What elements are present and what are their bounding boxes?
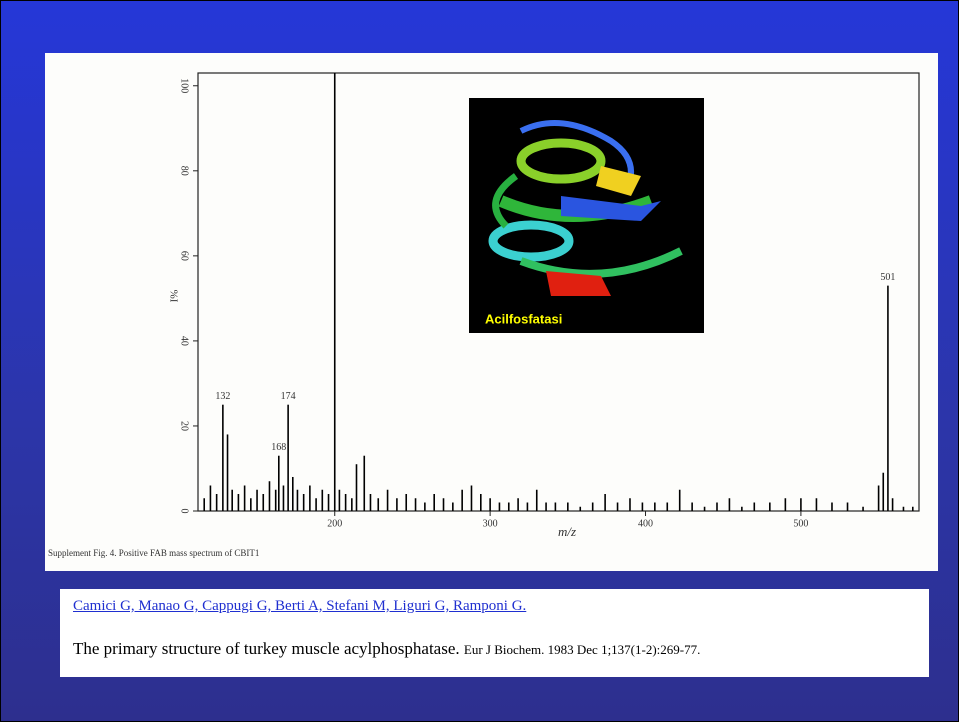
figure-caption: Supplement Fig. 4. Positive FAB mass spe… bbox=[48, 548, 259, 558]
y-tick-label: 80 bbox=[179, 166, 190, 176]
y-tick-label: 0 bbox=[179, 509, 190, 514]
y-tick-label: 20 bbox=[179, 421, 190, 431]
x-tick-label: 400 bbox=[638, 518, 653, 529]
image-label: Acilfosfatasi bbox=[485, 311, 562, 326]
y-axis-label: %I bbox=[167, 290, 179, 303]
x-tick-label: 300 bbox=[483, 518, 498, 529]
peak-label: 132 bbox=[215, 391, 230, 402]
x-tick-label: 500 bbox=[793, 518, 808, 529]
y-tick-label: 40 bbox=[179, 336, 190, 346]
protein-image: Acilfosfatasi bbox=[469, 98, 704, 333]
citation-line: The primary structure of turkey muscle a… bbox=[73, 639, 700, 659]
authors-link[interactable]: Camici G, Manao G, Cappugi G, Berti A, S… bbox=[73, 598, 527, 614]
article-source: Eur J Biochem. 1983 Dec 1;137(1-2):269-7… bbox=[463, 642, 701, 657]
peak-label: 174 bbox=[281, 391, 296, 402]
peak-label: 168 bbox=[271, 442, 286, 453]
x-tick-label: 200 bbox=[327, 518, 342, 529]
plot-frame bbox=[197, 72, 920, 512]
article-title: The primary structure of turkey muscle a… bbox=[73, 639, 460, 658]
y-tick-label: 60 bbox=[179, 251, 190, 261]
peak-label: 501 bbox=[880, 272, 895, 283]
citation-panel bbox=[60, 589, 929, 677]
x-axis-label: m/z bbox=[558, 524, 576, 539]
y-tick-label: 100 bbox=[179, 78, 190, 93]
